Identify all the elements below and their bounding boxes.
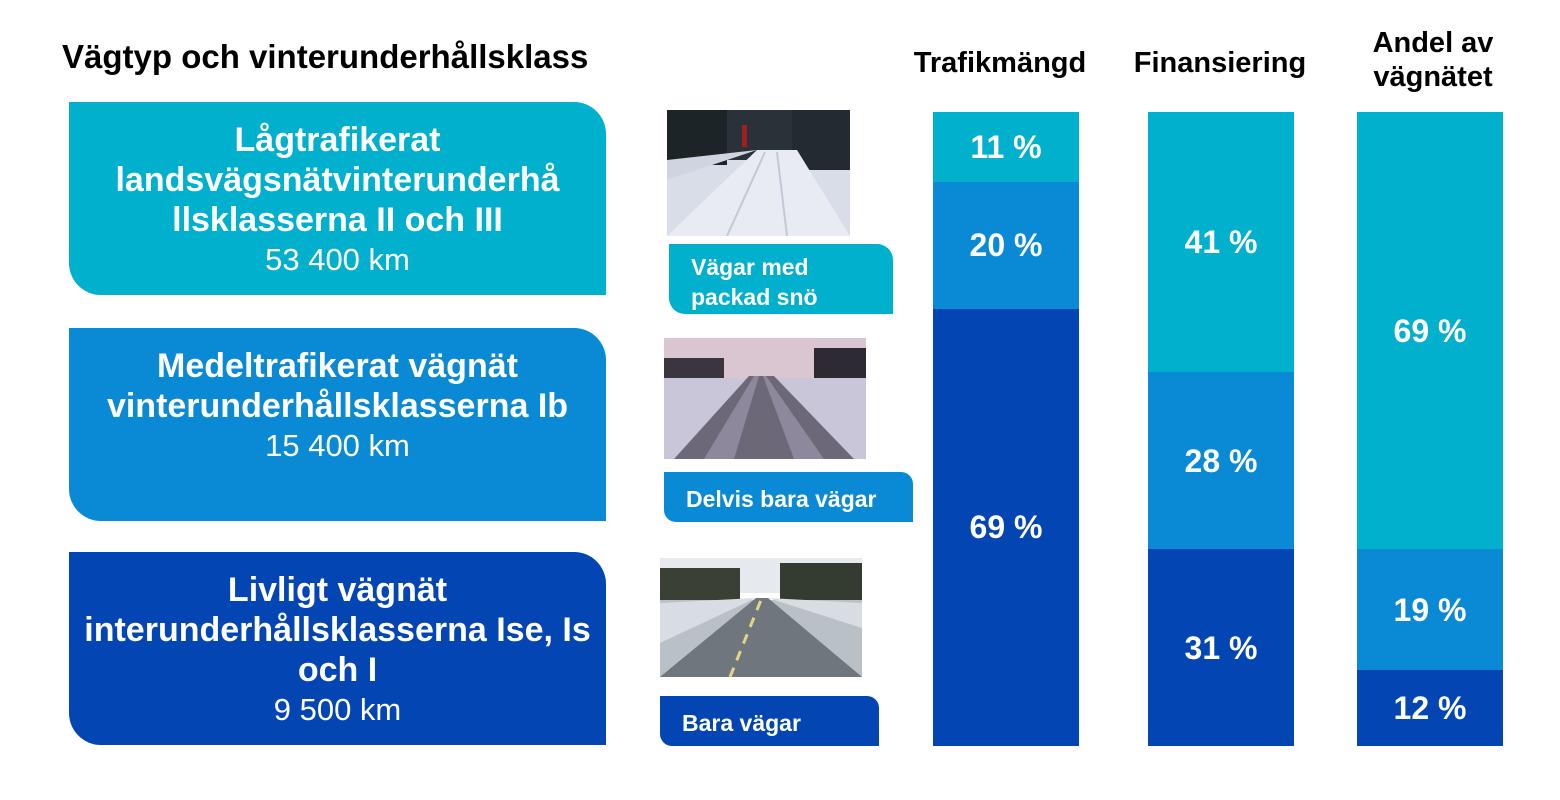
class-box-medium-traffic: Medeltrafikerat vägnät vinterunderhållsk… — [69, 328, 606, 521]
bar-segment — [933, 112, 1079, 182]
bar-value-label: 41 % — [1184, 223, 1258, 260]
class-box-high-traffic: Livligt vägnät interunderhållsklasserna … — [69, 552, 606, 745]
class-name: Livligt vägnät interunderhållsklasserna … — [84, 571, 591, 689]
bar-value-label: 12 % — [1393, 689, 1467, 726]
class-box-low-traffic: Lågtrafikerat landsvägsnätvinterunderhå … — [69, 102, 606, 295]
caption-delvis-bara: Delvis bara vägar — [664, 472, 913, 522]
bar-value-label: 28 % — [1184, 442, 1258, 479]
bar-segment — [1357, 669, 1503, 746]
caption-packad-sno: Vägar med packad snö — [669, 244, 893, 314]
bar-segment — [1148, 112, 1294, 372]
bare-road-photo — [660, 558, 862, 677]
bar-value-label: 69 % — [969, 509, 1043, 546]
bar-finansiering: 41 % 28 % 31 % — [1148, 112, 1294, 746]
bar-segment — [1148, 549, 1294, 746]
bar-value-label: 19 % — [1393, 591, 1467, 628]
class-name: Medeltrafikerat vägnät vinterunderhållsk… — [106, 347, 569, 425]
column-title-andel: Andel av vägnätet — [1372, 27, 1494, 93]
column-title-finansiering: Finansiering — [1133, 47, 1307, 79]
page-title: Vägtyp och vinterunderhållsklass — [62, 38, 589, 75]
bar-segment — [1357, 112, 1503, 550]
class-length: 9 500 km — [273, 692, 402, 727]
bar-value-label: 31 % — [1184, 629, 1258, 666]
class-length: 15 400 km — [265, 428, 410, 463]
column-title-trafikmangd: Trafikmängd — [913, 47, 1087, 79]
bar-segment — [933, 308, 1079, 746]
bar-value-label: 11 % — [970, 128, 1042, 165]
bar-value-label: 69 % — [1393, 312, 1467, 349]
caption-bara-vagar: Bara vägar — [660, 696, 879, 746]
bar-value-label: 20 % — [969, 227, 1043, 264]
bar-andel-av-vagnatet: 69 % 19 % 12 % — [1357, 112, 1503, 746]
class-name: Lågtrafikerat landsvägsnätvinterunderhå … — [115, 121, 560, 239]
partly-bare-road-photo — [664, 338, 866, 459]
bar-segment — [1357, 549, 1503, 670]
bar-segment — [933, 181, 1079, 309]
bar-segment — [1148, 371, 1294, 550]
snow-covered-road-photo — [667, 110, 850, 236]
class-length: 53 400 km — [265, 242, 410, 277]
bar-trafikmangd: 11 % 20 % 69 % — [933, 112, 1079, 746]
